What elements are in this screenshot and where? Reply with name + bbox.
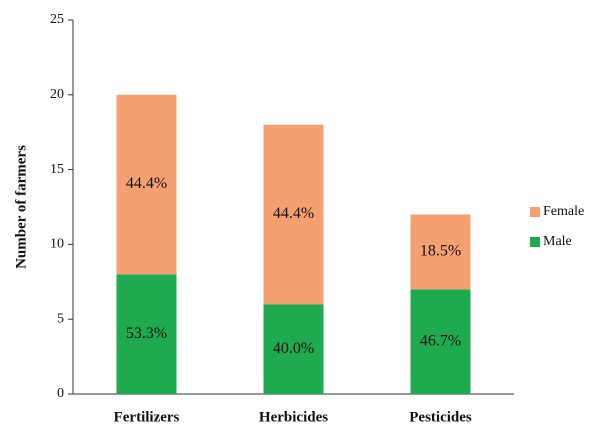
bar-annotation: 53.3% xyxy=(126,325,167,342)
legend-label: Male xyxy=(543,234,572,249)
legend-swatch xyxy=(530,237,540,247)
x-tick-label: Pesticides xyxy=(409,409,472,425)
x-tick-label: Fertilizers xyxy=(114,409,180,425)
bar-segment xyxy=(116,94,177,275)
y-axis-label: Number of farmers xyxy=(13,145,29,269)
bar-segment xyxy=(410,289,471,394)
bar-segment xyxy=(263,304,324,394)
y-tick-label: 5 xyxy=(57,311,64,326)
bar-annotation: 18.5% xyxy=(420,243,461,260)
x-tick-label: Herbicides xyxy=(259,409,328,425)
y-tick-label: 15 xyxy=(50,162,64,177)
bar-annotation: 44.4% xyxy=(126,175,167,192)
y-tick-label: 25 xyxy=(50,12,64,27)
y-tick-label: 10 xyxy=(50,237,64,252)
bar-annotation: 46.7% xyxy=(420,332,461,349)
bar-segment xyxy=(116,274,177,394)
bar-annotation: 40.0% xyxy=(273,340,314,357)
bar-segment xyxy=(263,124,324,305)
bar-segment xyxy=(410,214,471,290)
legend-label: Female xyxy=(543,204,584,219)
y-tick-label: 20 xyxy=(50,87,64,102)
y-tick-label: 0 xyxy=(57,386,64,401)
legend-swatch xyxy=(530,207,540,217)
bar-annotation: 44.4% xyxy=(273,205,314,222)
